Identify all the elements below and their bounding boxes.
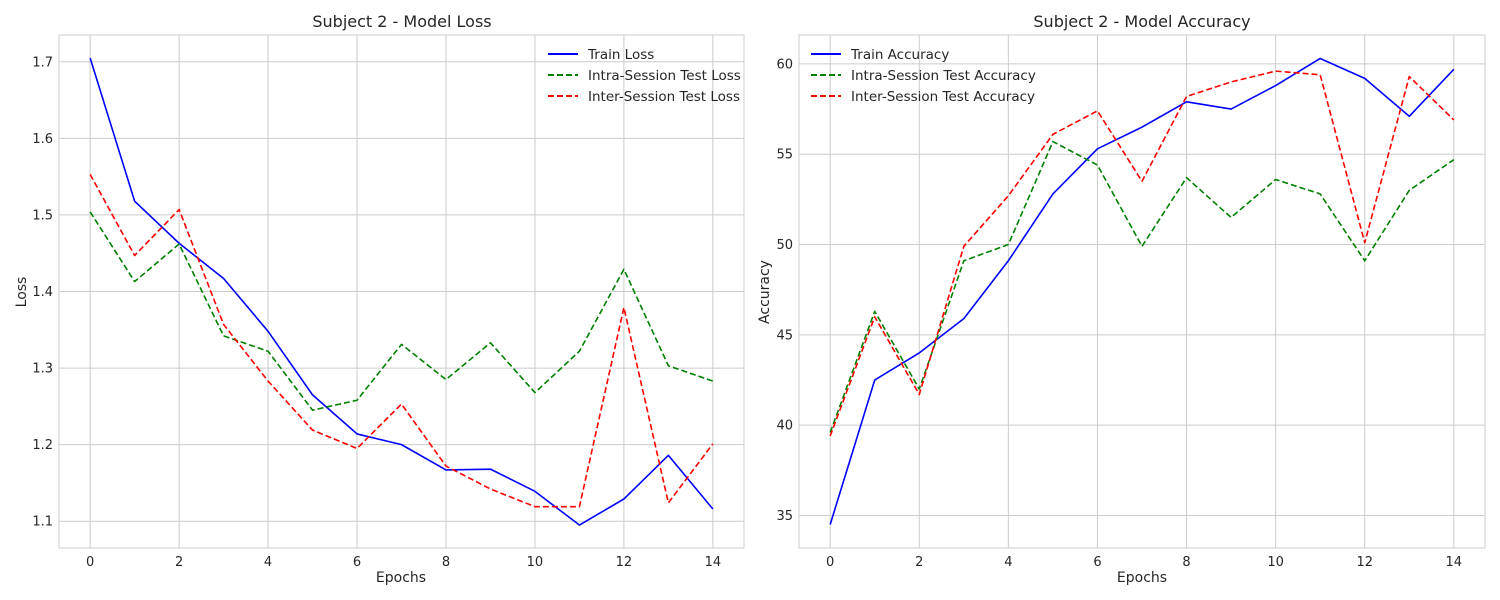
loss-y-tick-label: 1.6 (32, 132, 53, 147)
accuracy-x-tick-label: 6 (1093, 555, 1101, 570)
accuracy-y-tick-label: 50 (776, 238, 793, 253)
loss-x-tick-label: 10 (527, 555, 544, 570)
accuracy-legend: Train Accuracy Intra-Session Test Accurac… (811, 47, 1036, 105)
accuracy-series (829, 57, 1455, 525)
loss-x-tick-label: 14 (705, 555, 722, 570)
loss-y-tick-label: 1.1 (32, 515, 53, 530)
accuracy-x-tick-label: 12 (1356, 555, 1373, 570)
loss-series-intra-session-test-loss-line (89, 211, 714, 411)
legend-label-inter-session-test-accuracy: Inter-Session Test Accuracy (851, 89, 1035, 105)
loss-y-tick-label: 1.7 (32, 55, 53, 70)
legend-label-train-accuracy: Train Accuracy (850, 47, 949, 63)
accuracy-series-train-accuracy-line (829, 57, 1455, 525)
loss-x-tick-label: 8 (442, 555, 450, 570)
accuracy-x-ticks: 0 2 4 6 8 10 12 14 (826, 555, 1462, 570)
loss-y-tick-label: 1.2 (32, 438, 53, 453)
accuracy-y-tick-label: 35 (776, 509, 793, 524)
legend-label-inter-session-test-loss: Inter-Session Test Loss (588, 89, 740, 105)
loss-x-tick-label: 0 (86, 555, 94, 570)
loss-y-tick-label: 1.4 (32, 285, 53, 300)
accuracy-y-axis-label: Accuracy (757, 260, 773, 324)
accuracy-x-tick-label: 2 (915, 555, 923, 570)
loss-series-inter-session-test-loss-line (89, 173, 714, 508)
loss-y-ticks: 1.1 1.2 1.3 1.4 1.5 1.6 1.7 (32, 55, 53, 529)
accuracy-y-tick-label: 60 (776, 57, 793, 72)
accuracy-y-ticks: 35 40 45 50 55 60 (776, 57, 793, 524)
accuracy-x-tick-label: 0 (826, 555, 834, 570)
accuracy-y-tick-label: 40 (776, 419, 793, 434)
accuracy-x-axis-label: Epochs (1117, 570, 1167, 586)
loss-y-axis-label: Loss (14, 277, 30, 308)
loss-x-tick-label: 6 (353, 555, 361, 570)
loss-chart-title: Subject 2 - Model Loss (312, 12, 491, 31)
accuracy-x-tick-label: 14 (1446, 555, 1463, 570)
legend-label-intra-session-test-accuracy: Intra-Session Test Accuracy (851, 68, 1036, 84)
accuracy-x-tick-label: 8 (1182, 555, 1190, 570)
loss-x-tick-label: 4 (264, 555, 272, 570)
loss-x-tick-label: 12 (616, 555, 633, 570)
accuracy-grid (799, 35, 1485, 548)
accuracy-x-tick-label: 10 (1267, 555, 1284, 570)
loss-legend: Train Loss Intra-Session Test Loss Inter-S… (548, 47, 741, 105)
loss-x-ticks: 0 2 4 6 8 10 12 14 (86, 555, 721, 570)
accuracy-series-inter-session-test-accuracy-line (829, 70, 1455, 437)
loss-series (89, 57, 714, 526)
loss-plot-frame (58, 34, 745, 549)
legend-label-train-loss: Train Loss (587, 47, 654, 63)
accuracy-y-tick-label: 55 (776, 148, 793, 163)
loss-chart: Subject 2 - Model Loss 0 2 4 6 8 10 12 14 1.11.… (14, 12, 745, 586)
legend-label-intra-session-test-loss: Intra-Session Test Loss (588, 68, 741, 84)
loss-series-train-loss-line (89, 57, 714, 526)
loss-x-tick-label: 2 (175, 555, 183, 570)
accuracy-chart: Subject 2 - Model Accuracy 0 2 4 6 8 10 12 14 3… (757, 12, 1486, 586)
accuracy-plot-frame (798, 34, 1486, 549)
accuracy-series-intra-session-test-accuracy-line (829, 140, 1455, 433)
accuracy-x-tick-label: 4 (1004, 555, 1012, 570)
accuracy-y-tick-label: 45 (776, 328, 793, 343)
loss-y-tick-label: 1.3 (32, 362, 53, 377)
loss-x-axis-label: Epochs (376, 570, 426, 586)
loss-y-tick-label: 1.5 (32, 208, 53, 223)
accuracy-chart-title: Subject 2 - Model Accuracy (1033, 12, 1250, 31)
